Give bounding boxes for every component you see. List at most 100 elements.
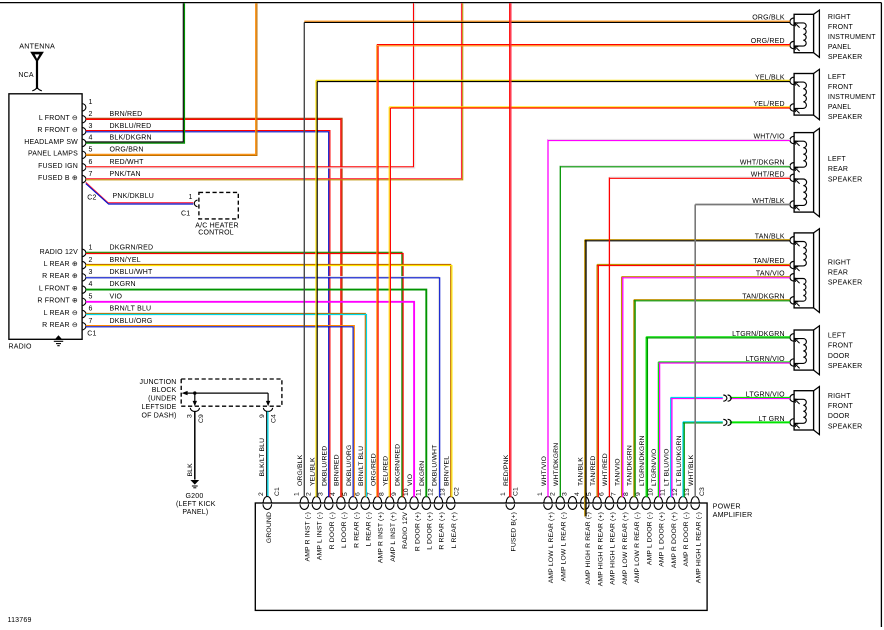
svg-text:WHT/VIO: WHT/VIO [541,456,548,486]
svg-text:L DOOR (-): L DOOR (-) [341,512,348,548]
svg-text:TAN/RED: TAN/RED [753,258,785,265]
svg-text:PANEL: PANEL [828,104,851,111]
svg-text:LTGRN/DKGRN: LTGRN/DKGRN [639,435,646,486]
svg-text:L DOOR (+): L DOOR (+) [427,512,434,550]
svg-text:RADIO 12V: RADIO 12V [402,512,409,549]
svg-text:BRN/YEL: BRN/YEL [110,257,141,264]
svg-text:LT BLU/DKGRN: LT BLU/DKGRN [676,435,683,486]
svg-text:(UNDER: (UNDER [148,396,176,403]
svg-text:1: 1 [537,492,544,496]
svg-text:ORG/BLK: ORG/BLK [297,454,304,486]
svg-text:4: 4 [330,492,337,496]
svg-text:LT BLU/VIO: LT BLU/VIO [664,448,671,486]
svg-text:SPEAKER: SPEAKER [828,280,862,287]
svg-text:C9: C9 [198,414,205,423]
svg-text:6: 6 [89,306,93,313]
svg-text:FUSED IGN: FUSED IGN [38,163,78,170]
svg-text:7: 7 [89,318,93,325]
svg-text:8: 8 [623,492,630,496]
svg-text:AMP L DOOR (-): AMP L DOOR (-) [646,512,653,565]
svg-text:L FRONT ⊕: L FRONT ⊕ [39,285,78,292]
svg-text:C1: C1 [87,331,96,338]
svg-text:LTGRN/VIO: LTGRN/VIO [746,356,785,363]
svg-text:3: 3 [187,414,194,418]
svg-text:12: 12 [672,488,679,496]
svg-text:R FRONT ⊖: R FRONT ⊖ [37,127,78,134]
svg-text:7: 7 [89,171,93,178]
svg-text:9: 9 [635,492,642,496]
svg-text:BLK/DKGRN: BLK/DKGRN [110,135,152,142]
svg-text:AMP R DOOR (+): AMP R DOOR (+) [671,512,678,568]
svg-text:WHT/RED: WHT/RED [751,172,785,179]
svg-text:DKGRN: DKGRN [110,281,136,288]
svg-text:RADIO 12V: RADIO 12V [40,249,78,256]
svg-text:13: 13 [440,488,447,496]
svg-text:(LEFT KICK: (LEFT KICK [176,501,216,508]
svg-text:BRN/LT BLU: BRN/LT BLU [358,446,365,486]
svg-text:FRONT: FRONT [828,343,854,350]
svg-text:L REAR ⊕: L REAR ⊕ [44,261,78,268]
svg-text:C1: C1 [513,487,520,496]
svg-text:BRN/YEL: BRN/YEL [444,456,451,486]
svg-text:PANEL LAMPS: PANEL LAMPS [28,151,78,158]
svg-text:BRN/LT BLU: BRN/LT BLU [110,306,152,313]
svg-text:L REAR ⊖: L REAR ⊖ [44,310,78,317]
svg-text:1: 1 [89,245,93,252]
svg-text:LEFT: LEFT [828,333,846,340]
svg-text:DKBLU/ORG: DKBLU/ORG [110,318,153,325]
svg-text:RED/PNK: RED/PNK [503,454,510,486]
svg-text:SPEAKER: SPEAKER [828,176,862,183]
svg-text:TAN/BLK: TAN/BLK [755,233,785,240]
svg-text:SPEAKER: SPEAKER [828,363,862,370]
svg-text:R REAR (+): R REAR (+) [439,512,446,550]
svg-text:RED/WHT: RED/WHT [110,159,145,166]
svg-text:WHT/BLK: WHT/BLK [752,198,785,205]
svg-text:R DOOR (+): R DOOR (+) [414,512,421,551]
svg-text:11: 11 [660,489,667,496]
svg-text:TAN/VIO: TAN/VIO [756,270,785,277]
svg-text:AMP R INST (-): AMP R INST (-) [305,512,312,561]
svg-text:RIGHT: RIGHT [828,14,851,21]
svg-text:AMP LOW L REAR (+): AMP LOW L REAR (+) [548,512,555,583]
svg-text:2: 2 [89,257,93,264]
svg-text:OF DASH): OF DASH) [141,412,176,419]
svg-text:HEADLAMP SW: HEADLAMP SW [24,139,78,146]
svg-text:4: 4 [89,281,93,288]
svg-text:3: 3 [318,492,325,496]
svg-text:TAN/DKGRN: TAN/DKGRN [627,445,634,486]
svg-text:DKBLU/RED: DKBLU/RED [110,123,152,130]
svg-text:PANEL): PANEL) [182,509,208,516]
svg-text:TAN/DKGRN: TAN/DKGRN [742,293,785,300]
svg-text:REAR: REAR [828,166,848,173]
svg-text:13: 13 [684,488,691,496]
svg-text:WHT/VIO: WHT/VIO [753,134,785,141]
svg-text:WHT/DKGRN: WHT/DKGRN [553,443,560,486]
svg-text:R DOOR (-): R DOOR (-) [329,512,336,549]
svg-text:113769: 113769 [8,617,32,624]
svg-text:4: 4 [574,492,581,496]
svg-text:LTGRN/VIO: LTGRN/VIO [651,449,658,486]
svg-text:DKBLU/RED: DKBLU/RED [322,446,329,486]
svg-text:C2: C2 [87,195,96,202]
svg-text:6: 6 [89,159,93,166]
svg-text:6: 6 [354,492,361,496]
svg-text:5: 5 [586,492,593,496]
svg-text:1: 1 [89,99,93,106]
svg-text:DKBLU/WHT: DKBLU/WHT [431,445,438,486]
svg-text:AMP HIGH L REAR (-): AMP HIGH L REAR (-) [695,512,702,583]
svg-text:C3: C3 [699,487,706,496]
svg-text:AMP L DOOR (+): AMP L DOOR (+) [659,512,666,567]
svg-text:PANEL: PANEL [828,44,851,51]
svg-text:YEL/BLK: YEL/BLK [309,457,316,486]
svg-text:3: 3 [89,123,93,130]
svg-text:DKGRN/RED: DKGRN/RED [110,245,154,252]
svg-text:FRONT: FRONT [828,24,854,31]
svg-text:NCA: NCA [18,72,34,79]
svg-text:R REAR ⊖: R REAR ⊖ [42,322,78,329]
svg-text:ORG/RED: ORG/RED [370,453,377,486]
svg-text:1: 1 [500,492,507,496]
svg-text:ORG/RED: ORG/RED [751,38,785,45]
svg-text:2: 2 [258,492,265,496]
svg-text:PNK/DKBLU: PNK/DKBLU [113,193,154,200]
svg-text:DKBLU/WHT: DKBLU/WHT [110,269,154,276]
